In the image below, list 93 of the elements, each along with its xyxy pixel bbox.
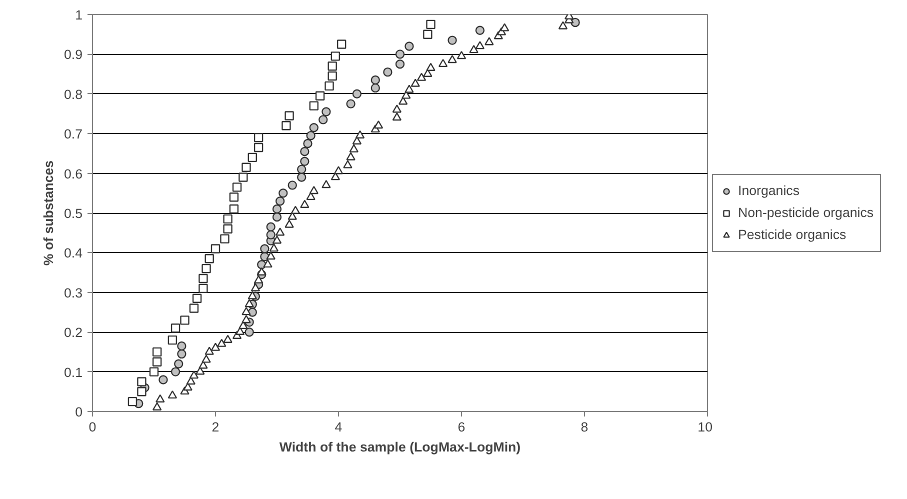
x-tick-label: 6 (458, 420, 466, 434)
point (242, 162, 251, 172)
point (322, 107, 331, 116)
point (260, 244, 270, 254)
point (352, 89, 362, 98)
point (174, 359, 184, 368)
point (404, 42, 414, 51)
y-tick-label: 0.1 (64, 364, 83, 380)
point (177, 349, 186, 359)
y-tick-label: 1 (75, 8, 83, 22)
y-tick-label: 0.3 (64, 285, 83, 300)
point (152, 347, 162, 357)
point (204, 254, 214, 264)
y-tick-label: 0.9 (64, 47, 83, 62)
point (330, 52, 340, 61)
point (168, 335, 178, 345)
point (288, 180, 297, 190)
point (266, 230, 276, 240)
point (158, 375, 168, 384)
point (303, 138, 312, 148)
point (426, 20, 436, 30)
point (223, 214, 232, 224)
point (170, 367, 180, 376)
point (278, 188, 288, 198)
point (306, 130, 316, 140)
point (315, 91, 325, 100)
point (336, 40, 346, 49)
point (198, 274, 208, 284)
point (328, 71, 337, 81)
x-axis-title: Width of the sample (LogMax-LogMin) (279, 440, 521, 454)
point (152, 357, 162, 366)
point (309, 123, 318, 132)
point (244, 328, 254, 337)
point (238, 172, 248, 182)
point (309, 101, 318, 110)
y-axis-title: % of substances (40, 160, 56, 266)
y-tick-label: 0.4 (64, 246, 84, 261)
point (275, 196, 285, 206)
legend-label: Inorganics (738, 183, 800, 198)
y-tick-label: 0.5 (64, 206, 83, 221)
x-tick-label: 0 (88, 420, 96, 434)
point (198, 284, 208, 294)
legend-label: Non-pesticide organics (738, 205, 874, 220)
point (248, 152, 257, 162)
x-tick-label: 10 (698, 420, 713, 434)
y-tick-label: 0 (75, 404, 83, 420)
point (220, 234, 230, 244)
point (282, 121, 291, 130)
y-tick-label: 0.8 (64, 86, 83, 102)
point (395, 50, 405, 59)
point (448, 36, 457, 45)
point (324, 81, 334, 91)
point (232, 182, 242, 192)
x-tick-label: 2 (212, 420, 220, 434)
point (170, 324, 180, 333)
y-tick-label: 0.7 (64, 126, 83, 142)
legend-label: Pesticide organics (738, 227, 846, 242)
point (180, 316, 190, 325)
point (210, 244, 220, 254)
x-tick-label: 4 (334, 420, 343, 434)
point (395, 60, 405, 69)
point (189, 304, 199, 313)
point (229, 204, 239, 214)
point (297, 172, 306, 182)
y-tick-label: 0.2 (64, 325, 83, 340)
point (192, 294, 202, 303)
point (300, 156, 310, 166)
point (328, 62, 337, 71)
point (202, 264, 211, 274)
point (137, 377, 146, 386)
point (137, 387, 146, 396)
point (223, 224, 232, 234)
point (370, 75, 380, 85)
x-tick-label: 8 (580, 420, 588, 434)
point (254, 132, 264, 142)
point (370, 83, 380, 93)
point (272, 212, 282, 222)
point (284, 111, 294, 120)
point (266, 222, 276, 232)
point (475, 26, 485, 35)
y-tick-label: 0.6 (64, 166, 83, 182)
point (229, 192, 239, 202)
point (297, 164, 306, 174)
point (346, 99, 356, 108)
point (128, 396, 138, 406)
point (272, 204, 282, 214)
point (177, 341, 186, 351)
point (254, 142, 264, 152)
point (318, 115, 328, 124)
point (383, 67, 392, 77)
point (423, 30, 432, 39)
point (149, 367, 159, 376)
point (300, 146, 310, 156)
